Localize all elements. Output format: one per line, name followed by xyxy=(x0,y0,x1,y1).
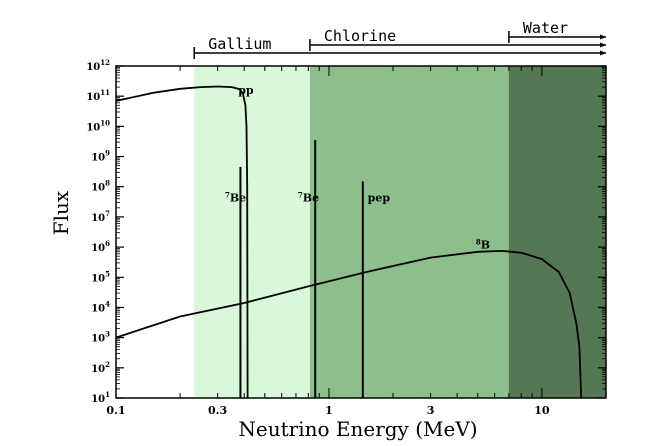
range-arrowhead-gallium xyxy=(600,50,606,56)
x-axis-label: Neutrino Energy (MeV) xyxy=(238,417,477,441)
y-tick-label: 106 xyxy=(91,239,110,254)
y-tick-label: 1011 xyxy=(86,88,110,103)
detector-label-water: Water xyxy=(523,19,568,37)
curve-pp xyxy=(115,85,249,399)
label-pp: pp xyxy=(238,84,254,97)
x-tick-label: 0.3 xyxy=(208,404,227,417)
y-tick-label: 1010 xyxy=(86,118,110,133)
detector-label-chlorine: Chlorine xyxy=(324,27,396,45)
flux-curves xyxy=(115,85,583,399)
line-sources xyxy=(239,140,364,398)
range-arrowhead-chlorine xyxy=(600,42,606,48)
range-arrowhead-water xyxy=(600,34,606,40)
y-tick-label: 104 xyxy=(91,299,110,314)
x-tick-label: 1 xyxy=(325,404,333,417)
y-tick-label: 108 xyxy=(91,179,110,194)
detector-bands xyxy=(194,66,606,398)
y-tick-label: 105 xyxy=(91,269,110,284)
y-tick-label: 107 xyxy=(91,209,110,224)
y-tick-label: 103 xyxy=(91,330,110,345)
detector-label-gallium: Gallium xyxy=(208,35,271,53)
source-labels: pp 8B 7Be 7Be pep xyxy=(225,84,490,252)
curve-8b xyxy=(115,249,583,399)
y-axis-label: Flux xyxy=(49,190,73,235)
y-tick-label: 109 xyxy=(91,149,110,164)
plot-frame xyxy=(115,65,607,399)
x-axis-ticks: 0.1 0.3 1 3 10 xyxy=(106,66,607,417)
label-8b: 8B xyxy=(476,237,490,251)
y-tick-label: 101 xyxy=(91,390,110,405)
detector-range-arrows: Gallium Chlorine Water xyxy=(193,19,606,59)
label-pep-2: pep xyxy=(368,192,391,205)
y-tick-label: 102 xyxy=(91,360,110,375)
label-7be-1: 7Be xyxy=(298,191,319,205)
x-tick-label: 10 xyxy=(534,404,550,417)
y-axis-ticks: 101 102 103 104 105 106 107 108 109 1010 1011 1012 xyxy=(86,58,606,405)
x-tick-label: 3 xyxy=(427,404,435,417)
band-water xyxy=(508,66,606,398)
y-tick-label: 1012 xyxy=(86,58,110,73)
x-tick-label: 0.1 xyxy=(106,404,125,417)
label-7be-0: 7Be xyxy=(225,191,246,205)
